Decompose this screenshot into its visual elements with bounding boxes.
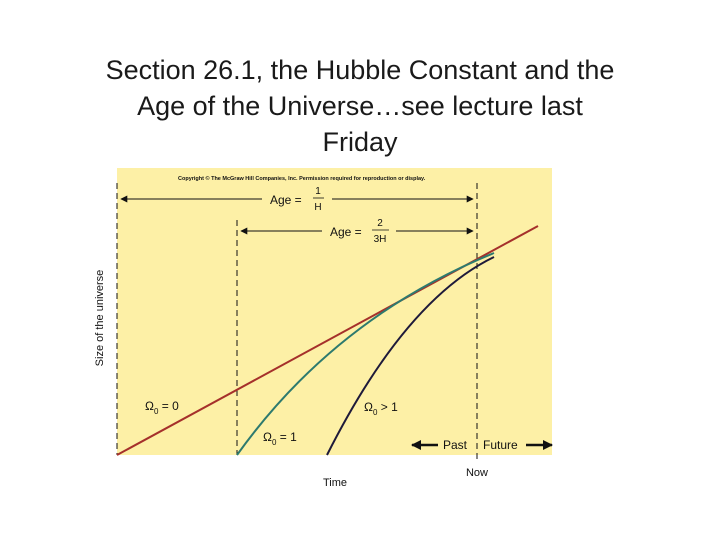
omega-relation: = 1 [276,430,297,444]
omega-symbol: Ω [364,400,373,414]
copyright-text: Copyright © The McGraw Hill Companies, I… [178,175,426,182]
age-frac-2-num: 2 [377,218,383,229]
slide-title: Section 26.1, the Hubble Constant and th… [40,52,680,160]
age-frac-1-den: H [314,202,321,213]
x-axis-label: Time [323,477,347,489]
omega-subscript: 0 [154,407,159,416]
past-label: Past [443,438,468,452]
age-frac-1-num: 1 [315,186,321,197]
omega-symbol: Ω [263,430,272,444]
age-label-1: Age = [270,193,302,207]
figure-background [117,168,552,455]
omega-relation: = 0 [158,399,179,413]
label-omega-0: Ω0 = 0 [145,399,179,416]
label-omega-1: Ω0 = 1 [263,430,297,447]
y-axis-label: Size of the universe [94,270,106,367]
omega-subscript: 0 [373,408,378,417]
slide-title-line-3: Friday [322,127,398,157]
age-label-2: Age = [330,225,362,239]
omega-subscript: 0 [272,438,277,447]
curve-omega-1 [236,252,495,456]
slide-title-line-1: Section 26.1, the Hubble Constant and th… [105,55,615,85]
future-label: Future [483,438,518,452]
now-label: Now [466,467,488,479]
label-omega-gt-1: Ω0 > 1 [364,400,398,417]
slide-title-line-2: Age of the Universe…see lecture last [137,91,583,121]
omega-relation: > 1 [377,400,398,414]
omega-symbol: Ω [145,399,154,413]
curve-omega-gt-1 [326,256,495,456]
age-frac-2-den: 3H [374,234,387,245]
